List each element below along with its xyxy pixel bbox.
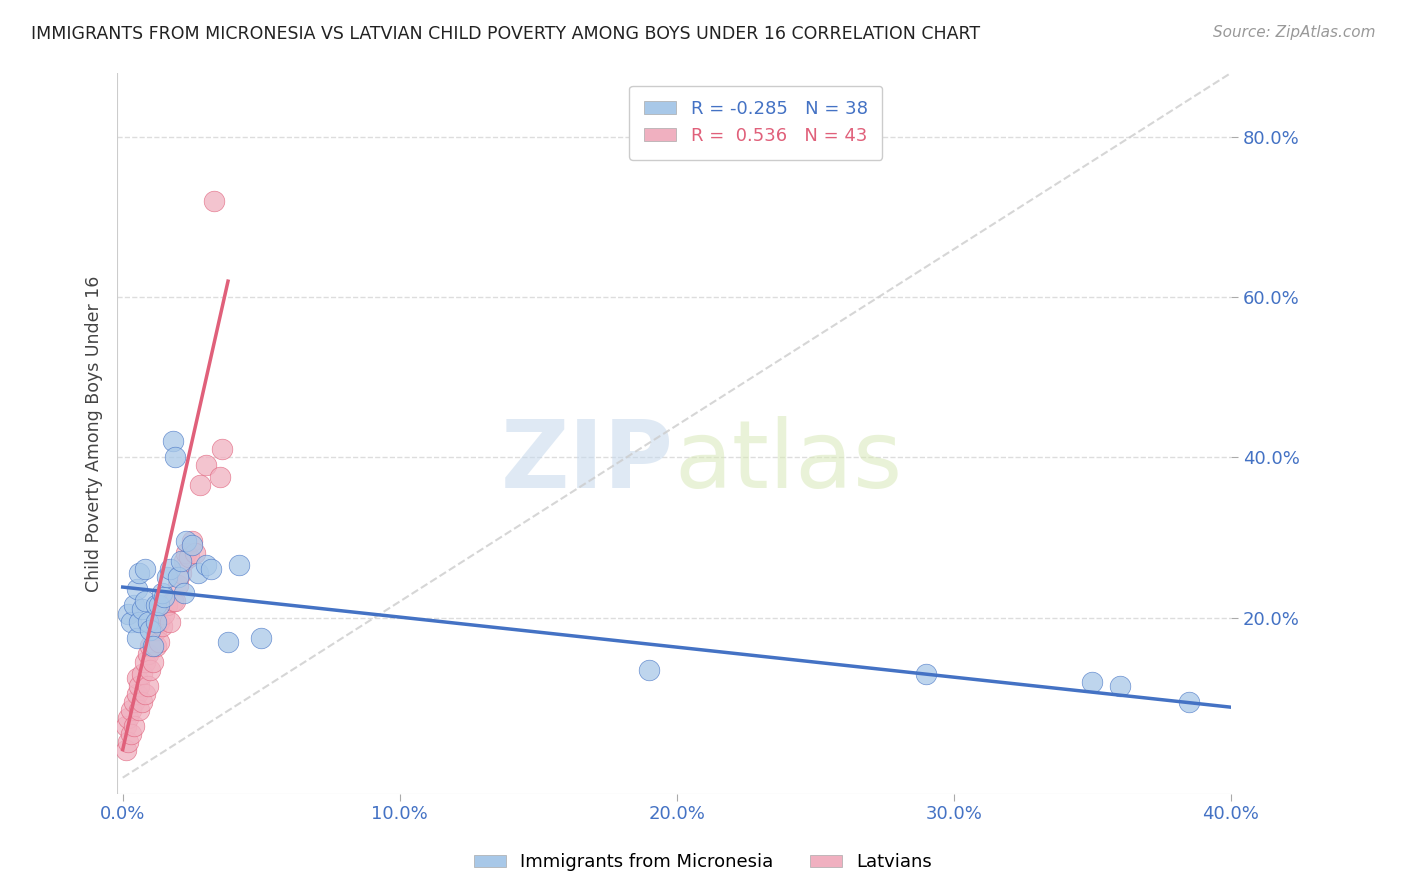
Point bbox=[194, 558, 217, 573]
Point bbox=[142, 639, 165, 653]
Point bbox=[120, 703, 142, 717]
Point bbox=[170, 554, 193, 568]
Point bbox=[638, 663, 661, 677]
Point bbox=[176, 534, 198, 549]
Point bbox=[188, 478, 211, 492]
Y-axis label: Child Poverty Among Boys Under 16: Child Poverty Among Boys Under 16 bbox=[86, 275, 103, 591]
Point bbox=[173, 554, 195, 568]
Point bbox=[114, 718, 136, 732]
Point bbox=[186, 566, 208, 581]
Point bbox=[167, 578, 190, 592]
Point bbox=[208, 470, 231, 484]
Point bbox=[162, 594, 184, 608]
Point bbox=[228, 558, 250, 573]
Point bbox=[114, 742, 136, 756]
Point bbox=[131, 695, 153, 709]
Point bbox=[148, 615, 170, 629]
Point bbox=[150, 586, 173, 600]
Point bbox=[125, 671, 148, 685]
Point bbox=[173, 586, 195, 600]
Point bbox=[139, 623, 162, 637]
Point bbox=[156, 570, 179, 584]
Point bbox=[162, 434, 184, 449]
Point bbox=[153, 607, 176, 621]
Point bbox=[148, 634, 170, 648]
Point bbox=[136, 615, 159, 629]
Point bbox=[134, 562, 156, 576]
Point bbox=[915, 666, 938, 681]
Point bbox=[167, 570, 190, 584]
Point bbox=[125, 631, 148, 645]
Point bbox=[156, 599, 179, 613]
Point bbox=[1081, 674, 1104, 689]
Point bbox=[134, 655, 156, 669]
Point bbox=[145, 599, 167, 613]
Text: ZIP: ZIP bbox=[501, 417, 673, 508]
Point bbox=[125, 687, 148, 701]
Point bbox=[120, 615, 142, 629]
Point bbox=[134, 594, 156, 608]
Point bbox=[117, 710, 139, 724]
Point bbox=[202, 194, 225, 208]
Point bbox=[122, 599, 145, 613]
Point bbox=[139, 639, 162, 653]
Point bbox=[176, 546, 198, 560]
Point bbox=[250, 631, 273, 645]
Text: atlas: atlas bbox=[673, 417, 903, 508]
Text: Source: ZipAtlas.com: Source: ZipAtlas.com bbox=[1212, 25, 1375, 40]
Text: IMMIGRANTS FROM MICRONESIA VS LATVIAN CHILD POVERTY AMONG BOYS UNDER 16 CORRELAT: IMMIGRANTS FROM MICRONESIA VS LATVIAN CH… bbox=[31, 25, 980, 43]
Point bbox=[165, 594, 187, 608]
Point bbox=[128, 703, 150, 717]
Legend: Immigrants from Micronesia, Latvians: Immigrants from Micronesia, Latvians bbox=[467, 847, 939, 879]
Point bbox=[128, 615, 150, 629]
Point bbox=[165, 450, 187, 465]
Point bbox=[128, 566, 150, 581]
Point bbox=[145, 623, 167, 637]
Point bbox=[117, 734, 139, 748]
Point bbox=[131, 666, 153, 681]
Point bbox=[181, 538, 204, 552]
Point bbox=[122, 718, 145, 732]
Point bbox=[145, 639, 167, 653]
Point bbox=[136, 647, 159, 661]
Point bbox=[179, 550, 201, 565]
Point bbox=[200, 562, 222, 576]
Point bbox=[159, 562, 181, 576]
Point bbox=[170, 566, 193, 581]
Point bbox=[145, 615, 167, 629]
Point bbox=[136, 679, 159, 693]
Point bbox=[184, 546, 207, 560]
Point bbox=[117, 607, 139, 621]
Point bbox=[159, 615, 181, 629]
Point bbox=[131, 602, 153, 616]
Point bbox=[128, 679, 150, 693]
Point bbox=[181, 534, 204, 549]
Point bbox=[1178, 695, 1201, 709]
Point bbox=[153, 591, 176, 605]
Point bbox=[1109, 679, 1132, 693]
Point bbox=[134, 687, 156, 701]
Point bbox=[125, 582, 148, 597]
Point bbox=[150, 618, 173, 632]
Point bbox=[120, 726, 142, 740]
Point bbox=[139, 663, 162, 677]
Legend: R = -0.285   N = 38, R =  0.536   N = 43: R = -0.285 N = 38, R = 0.536 N = 43 bbox=[630, 86, 882, 160]
Point bbox=[217, 634, 239, 648]
Point bbox=[194, 458, 217, 473]
Point bbox=[148, 599, 170, 613]
Point bbox=[211, 442, 233, 457]
Point bbox=[142, 655, 165, 669]
Point bbox=[122, 695, 145, 709]
